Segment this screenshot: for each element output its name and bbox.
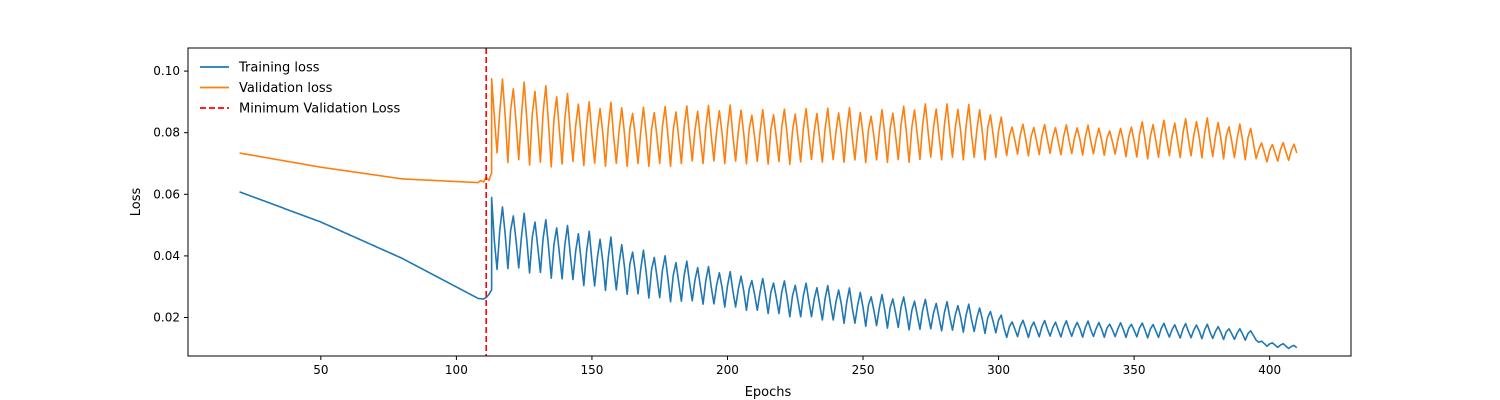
x-tick-label: 300 xyxy=(987,363,1010,377)
x-tick-label: 200 xyxy=(716,363,739,377)
plot-frame xyxy=(187,47,1352,357)
legend-label: Minimum Validation Loss xyxy=(239,102,400,117)
y-tick-label: 0.04 xyxy=(153,249,180,263)
series-line-validation-loss xyxy=(239,78,1298,184)
x-tick-label: 50 xyxy=(313,363,328,377)
x-axis-ticks: 50 100 150 200 250 300 350 400 xyxy=(313,356,1281,377)
y-tick-label: 0.02 xyxy=(153,311,180,325)
legend-label: Validation loss xyxy=(239,81,333,96)
y-axis-title: Loss xyxy=(129,188,144,217)
y-tick-label: 0.06 xyxy=(153,187,180,201)
plot-area xyxy=(239,48,1298,356)
x-axis-title: Epochs xyxy=(745,385,792,400)
x-tick-label: 250 xyxy=(852,363,875,377)
x-tick-label: 150 xyxy=(580,363,603,377)
y-axis-ticks: 0.02 0.04 0.06 0.08 0.10 xyxy=(153,64,188,325)
x-tick-label: 100 xyxy=(445,363,468,377)
y-tick-label: 0.08 xyxy=(153,126,180,140)
series-line-training-loss xyxy=(239,191,1298,350)
legend-label: Training loss xyxy=(238,61,320,76)
x-tick-label: 350 xyxy=(1123,363,1146,377)
y-tick-label: 0.10 xyxy=(153,64,180,78)
x-tick-label: 400 xyxy=(1258,363,1281,377)
legend: Training loss Validation loss Minimum Vali… xyxy=(200,61,400,117)
